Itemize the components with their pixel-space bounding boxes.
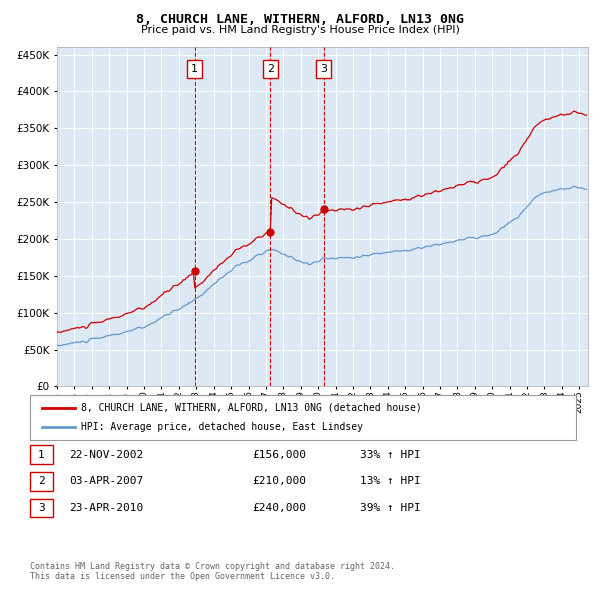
Text: Contains HM Land Registry data © Crown copyright and database right 2024.: Contains HM Land Registry data © Crown c… <box>30 562 395 571</box>
Text: 8, CHURCH LANE, WITHERN, ALFORD, LN13 0NG (detached house): 8, CHURCH LANE, WITHERN, ALFORD, LN13 0N… <box>81 403 422 412</box>
Text: 1: 1 <box>38 450 45 460</box>
Text: £156,000: £156,000 <box>252 450 306 460</box>
Text: 23-APR-2010: 23-APR-2010 <box>69 503 143 513</box>
Text: 3: 3 <box>320 64 327 74</box>
Text: 2: 2 <box>267 64 274 74</box>
Text: £240,000: £240,000 <box>252 503 306 513</box>
Text: £210,000: £210,000 <box>252 477 306 486</box>
Text: 13% ↑ HPI: 13% ↑ HPI <box>360 477 421 486</box>
Text: 39% ↑ HPI: 39% ↑ HPI <box>360 503 421 513</box>
Text: 1: 1 <box>191 64 198 74</box>
Text: 33% ↑ HPI: 33% ↑ HPI <box>360 450 421 460</box>
Text: HPI: Average price, detached house, East Lindsey: HPI: Average price, detached house, East… <box>81 422 363 432</box>
Text: This data is licensed under the Open Government Licence v3.0.: This data is licensed under the Open Gov… <box>30 572 335 581</box>
Text: 03-APR-2007: 03-APR-2007 <box>69 477 143 486</box>
Text: 3: 3 <box>38 503 45 513</box>
Text: 8, CHURCH LANE, WITHERN, ALFORD, LN13 0NG: 8, CHURCH LANE, WITHERN, ALFORD, LN13 0N… <box>136 13 464 26</box>
Text: 22-NOV-2002: 22-NOV-2002 <box>69 450 143 460</box>
Text: Price paid vs. HM Land Registry's House Price Index (HPI): Price paid vs. HM Land Registry's House … <box>140 25 460 35</box>
Text: 2: 2 <box>38 477 45 486</box>
